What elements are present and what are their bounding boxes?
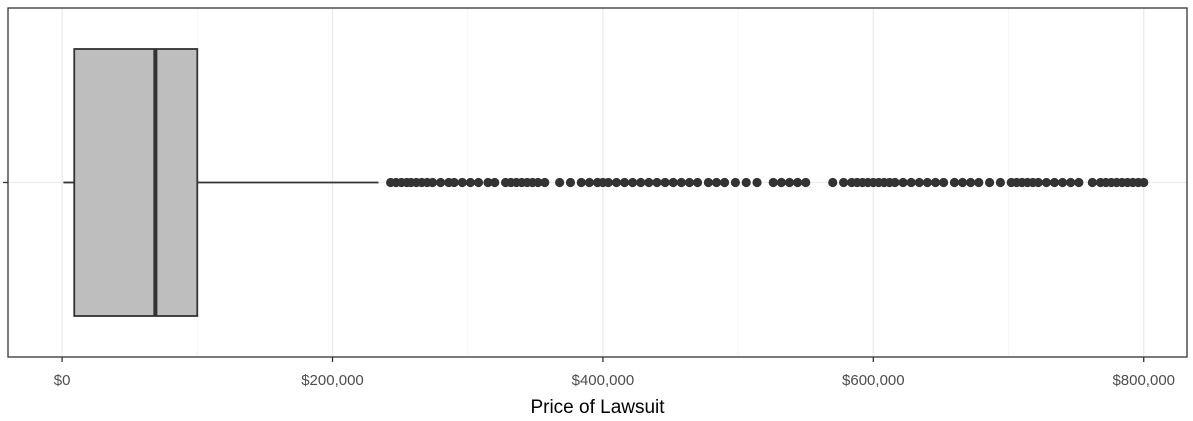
axis-ticks	[3, 181, 1145, 362]
boxplot	[63, 48, 379, 317]
outlier-point	[1041, 177, 1051, 188]
outlier-point	[660, 177, 670, 188]
outlier-point	[974, 177, 984, 188]
outlier-point	[939, 177, 949, 188]
outlier-point	[603, 177, 613, 188]
outlier-point	[457, 177, 467, 188]
outlier-point	[465, 177, 476, 188]
outlier-point	[966, 177, 976, 188]
x-tick-label: $800,000	[1112, 372, 1175, 389]
outlier-point	[644, 177, 654, 188]
outlier-point	[1058, 177, 1068, 188]
outlier-point	[540, 177, 550, 188]
outlier-point	[555, 177, 565, 188]
outlier-point	[584, 177, 594, 188]
outlier-point	[628, 177, 638, 188]
outlier-point	[533, 177, 543, 188]
outlier-point	[838, 177, 849, 188]
outlier-point	[922, 177, 933, 188]
outlier-point	[719, 177, 730, 188]
outlier-point	[995, 177, 1006, 188]
outlier-point	[930, 177, 941, 188]
outlier-point	[949, 177, 960, 188]
outlier-point	[1066, 177, 1076, 188]
outlier-point	[776, 177, 786, 188]
outlier-point	[768, 177, 778, 188]
outlier-point	[490, 177, 500, 188]
outlier-point	[752, 177, 762, 188]
outlier-point	[483, 177, 493, 188]
outlier-point	[906, 177, 916, 188]
outlier-point	[957, 177, 968, 188]
outlier-point	[565, 177, 576, 188]
x-tick-label: $600,000	[842, 372, 905, 389]
outlier-point	[684, 177, 695, 188]
outlier-point	[1033, 177, 1043, 188]
x-tick-label: $200,000	[301, 372, 364, 389]
outlier-point	[711, 177, 722, 188]
outlier-point	[1139, 177, 1149, 188]
outlier-point	[828, 177, 838, 188]
outlier-point	[703, 177, 713, 188]
outlier-point	[611, 177, 622, 188]
x-axis-tick-labels: $0 $200,000 $400,000 $600,000 $800,000	[54, 372, 1175, 389]
x-tick-label: $400,000	[572, 372, 635, 389]
outlier-point	[984, 177, 995, 188]
x-tick-label: $0	[54, 372, 71, 389]
outlier-point	[1074, 177, 1084, 188]
outlier-point	[652, 177, 662, 188]
outlier-point	[793, 177, 803, 188]
outlier-point	[619, 177, 630, 188]
outlier-point	[668, 177, 678, 188]
outlier-point	[730, 177, 741, 188]
box-iqr	[73, 48, 199, 317]
outlier-point	[914, 177, 924, 188]
outlier-point	[449, 177, 459, 188]
outlier-point	[898, 177, 908, 188]
outlier-point	[692, 177, 703, 188]
outlier-point	[676, 177, 686, 188]
outlier-point	[636, 177, 646, 188]
x-axis-title: Price of Lawsuit	[530, 397, 665, 418]
outlier-point	[890, 177, 900, 188]
outlier-point	[1087, 177, 1097, 188]
outlier-points	[386, 177, 1149, 188]
outlier-point	[801, 177, 811, 188]
outlier-point	[473, 177, 484, 188]
outlier-point	[1049, 177, 1060, 188]
outlier-point	[427, 177, 438, 188]
outlier-point	[436, 177, 446, 188]
outlier-point	[576, 177, 586, 188]
outlier-point	[784, 177, 795, 188]
outlier-point	[741, 177, 751, 188]
